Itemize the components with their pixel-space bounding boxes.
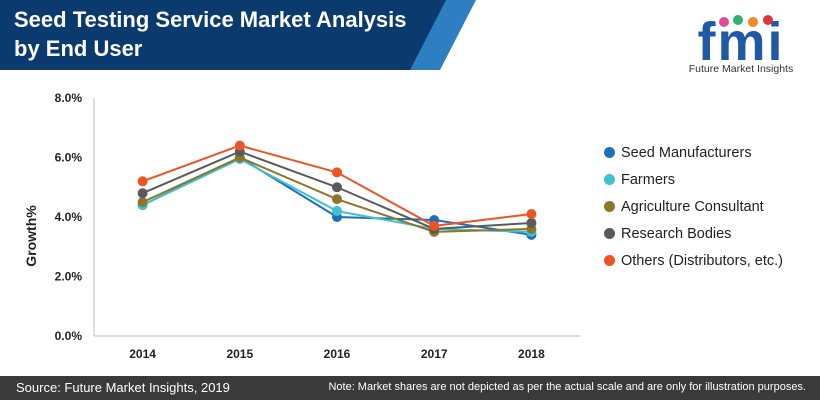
x-tick-label: 2014 bbox=[129, 347, 156, 361]
logo-tagline: Future Market Insights bbox=[688, 63, 794, 75]
x-tick-label: 2018 bbox=[518, 347, 545, 361]
legend-marker-icon bbox=[604, 201, 615, 212]
line-chart: 0.0%2.0%4.0%6.0%8.0% 2014 2015 2016 2017 201… bbox=[23, 91, 580, 361]
data-point bbox=[332, 194, 342, 205]
legend-item: Agriculture Consultant bbox=[604, 193, 783, 220]
source-text: Source: Future Market Insights, 2019 bbox=[16, 380, 230, 395]
chart-series bbox=[137, 140, 537, 240]
legend-label: Others (Distributors, etc.) bbox=[621, 252, 783, 269]
data-point bbox=[429, 220, 440, 231]
logo-dot-icon bbox=[763, 15, 773, 25]
data-point bbox=[332, 206, 342, 217]
legend-label: Agriculture Consultant bbox=[621, 198, 764, 215]
y-tick-label: 4.0% bbox=[55, 210, 83, 224]
series-group bbox=[137, 152, 537, 237]
data-point bbox=[332, 182, 342, 193]
legend-marker-icon bbox=[604, 147, 615, 158]
fmi-logo: fmi Future Market Insights bbox=[678, 12, 804, 80]
data-point bbox=[137, 176, 148, 187]
data-point bbox=[137, 197, 148, 208]
chart-title: Seed Testing Service Market Analysis by … bbox=[14, 7, 407, 61]
legend-marker-icon bbox=[604, 228, 615, 239]
y-tick-label: 8.0% bbox=[55, 91, 83, 105]
legend-item: Farmers bbox=[604, 166, 783, 193]
y-tick-label: 2.0% bbox=[55, 270, 83, 284]
legend-item: Others (Distributors, etc.) bbox=[604, 247, 783, 274]
legend-label: Seed Manufacturers bbox=[621, 144, 752, 161]
logo-dot-icon bbox=[733, 15, 743, 25]
note-text: Note: Market shares are not depicted as … bbox=[328, 381, 806, 393]
data-point bbox=[526, 217, 537, 228]
data-point bbox=[234, 140, 245, 151]
legend-item: Seed Manufacturers bbox=[604, 139, 783, 166]
banner-shape bbox=[0, 0, 476, 70]
logo-dot-icon bbox=[719, 17, 729, 27]
logo-dot-icon bbox=[748, 17, 758, 27]
y-tick-label: 6.0% bbox=[55, 151, 83, 165]
chart-legend: Seed Manufacturers Farmers Agriculture Con… bbox=[604, 139, 783, 274]
legend-marker-icon bbox=[604, 255, 615, 266]
x-tick-label: 2015 bbox=[226, 347, 253, 361]
y-tick-label: 0.0% bbox=[55, 329, 83, 343]
legend-item: Research Bodies bbox=[604, 220, 783, 247]
legend-label: Farmers bbox=[621, 171, 675, 188]
series-group bbox=[137, 140, 537, 231]
legend-marker-icon bbox=[604, 174, 615, 185]
y-axis-label: Growth% bbox=[23, 205, 39, 267]
y-tick-labels: 0.0% 2.0% 4.0% 6.0% 8.0% bbox=[55, 91, 83, 343]
fmi-logo-mark: fmi bbox=[698, 12, 783, 72]
x-tick-label: 2017 bbox=[421, 347, 448, 361]
x-tick-labels: 2014 2015 2016 2017 2018 bbox=[129, 347, 545, 361]
data-point bbox=[332, 167, 342, 178]
banner-background bbox=[0, 0, 446, 70]
data-point bbox=[526, 209, 537, 220]
x-tick-label: 2016 bbox=[324, 347, 351, 361]
legend-label: Research Bodies bbox=[621, 225, 732, 242]
footer-bar: Source: Future Market Insights, 2019 Not… bbox=[0, 376, 820, 400]
chart-axes bbox=[93, 98, 580, 337]
data-point bbox=[137, 188, 148, 199]
title-banner: Seed Testing Service Market Analysis by … bbox=[0, 0, 820, 70]
